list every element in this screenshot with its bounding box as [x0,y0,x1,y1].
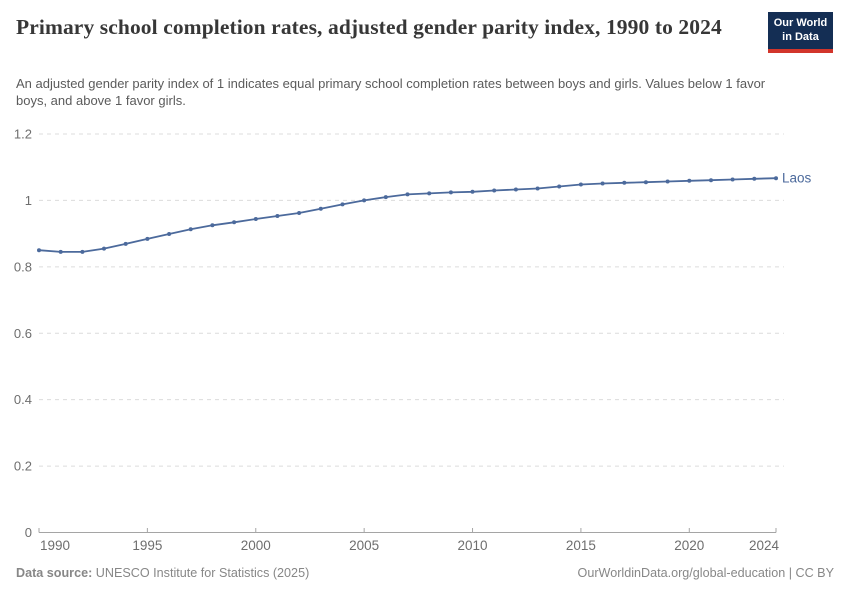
data-point [622,180,627,185]
data-point [145,236,150,241]
data-point [253,217,258,221]
y-tick-label: 0.4 [14,392,32,407]
data-point [730,177,735,182]
data-point [340,202,345,207]
page-title: Primary school completion rates, adjuste… [16,15,722,39]
y-tick-label: 0.8 [14,259,32,274]
data-point [297,211,302,215]
y-tick-label: 0.6 [14,326,32,341]
data-point [362,198,367,203]
x-tick-label: 1995 [132,538,162,553]
data-point [752,176,757,181]
data-point [80,249,85,254]
data-point [167,232,172,236]
data-point [492,188,497,193]
data-point [643,180,648,185]
data-point [600,181,605,186]
y-tick-label: 1 [25,193,32,208]
data-point [188,227,193,232]
data-point [102,246,106,251]
series-line [38,177,777,253]
data-point [448,190,453,195]
owid-logo: Our World in Data [768,12,833,53]
owid-logo-redbar [768,48,833,53]
data-point [275,214,280,218]
x-tick-label: 2005 [349,538,379,553]
data-point [383,195,388,200]
data-point [232,220,237,225]
chart-footer: Data source: UNESCO Institute for Statis… [16,566,834,580]
data-point [774,176,778,181]
data-point [535,186,540,191]
y-tick-label: 0 [25,525,32,540]
data-point [578,182,583,187]
x-tick-label: 2020 [674,538,704,553]
data-point [687,178,692,183]
data-point [58,249,63,254]
data-point [513,187,518,192]
owid-logo-line1: Our World [773,17,828,29]
data-point [470,189,475,194]
x-tick-label: 2010 [458,538,488,553]
y-tick-label: 1.2 [14,127,32,142]
data-point [405,192,410,197]
data-source-value: UNESCO Institute for Statistics (2025) [92,566,310,580]
x-tick-label: 2015 [566,538,596,553]
data-point [665,179,670,184]
data-source-label: Data source: [16,566,93,580]
x-tick-label: 2024 [749,538,780,553]
x-tick-label: 1990 [40,538,70,553]
data-point [210,223,215,228]
chart-subtitle: An adjusted gender parity index of 1 ind… [16,76,766,108]
data-source: Data source: UNESCO Institute for Statis… [16,566,309,580]
data-point [318,206,323,211]
data-point [37,248,41,253]
data-point [427,191,432,196]
y-tick-label: 0.2 [14,459,32,474]
x-tick-label: 2000 [241,538,271,553]
owid-logo-box: Our World in Data [768,12,833,49]
data-point [557,184,562,189]
footer-attribution: OurWorldinData.org/global-education | CC… [577,566,834,580]
data-point [709,178,713,183]
owid-logo-line2: in Data [782,30,819,43]
series-end-label: Laos [782,171,812,186]
data-point [123,241,128,246]
